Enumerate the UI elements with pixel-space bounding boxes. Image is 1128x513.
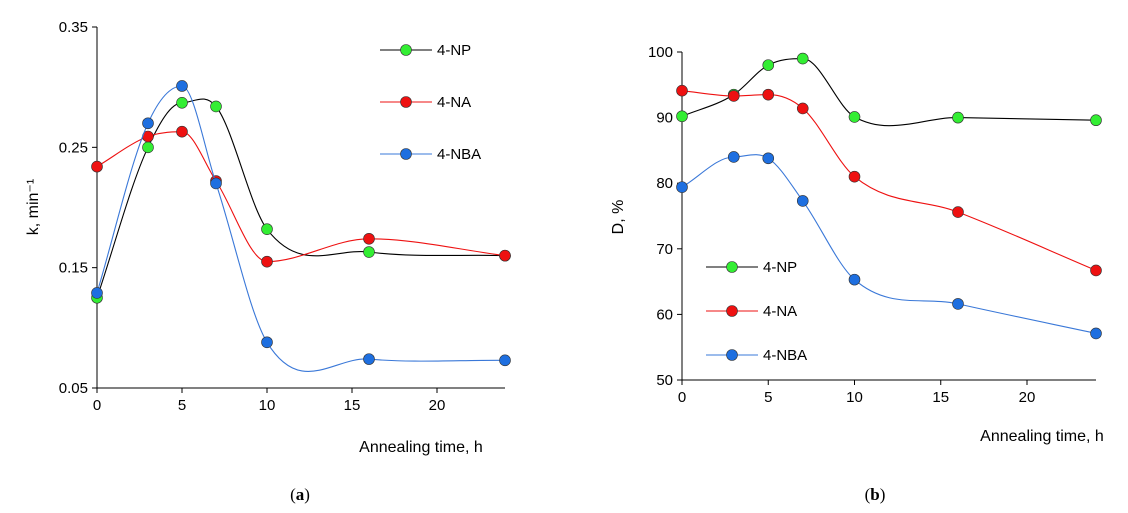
x-tick-label: 15 (932, 389, 949, 406)
data-point-4-nba (952, 298, 964, 310)
y-tick-label: 100 (648, 44, 673, 61)
legend-label-4-np: 4-NP (437, 42, 471, 59)
panel-caption: (b) (865, 485, 886, 504)
x-tick-label: 5 (178, 397, 186, 414)
x-tick-label: 0 (93, 397, 101, 414)
data-point-4-nba (727, 151, 740, 163)
data-point-4-na (676, 84, 688, 97)
data-point-4-np (1090, 114, 1102, 127)
x-tick-label: 10 (846, 389, 863, 406)
legend-label-4-nba: 4-NBA (437, 146, 481, 163)
data-point-4-na (848, 170, 861, 183)
data-point-4-nba (762, 152, 775, 165)
legend-swatch-marker (726, 305, 738, 317)
x-tick-label: 15 (344, 397, 361, 414)
caption-close: ) (880, 485, 886, 504)
data-point-4-nba (210, 177, 222, 190)
data-point-4-np (210, 100, 222, 113)
legend-label-4-nba: 4-NBA (763, 347, 807, 364)
data-point-4-np (261, 223, 273, 235)
data-point-4-np (952, 111, 964, 124)
series-line-4-na (681, 90, 1097, 271)
data-point-4-nba (796, 195, 809, 207)
data-point-4-np (676, 110, 688, 123)
data-point-4-na (762, 88, 775, 101)
y-axis-label: D, % (610, 200, 627, 235)
y-tick-label: 80 (656, 175, 673, 192)
data-point-4-na (499, 249, 511, 262)
panel-caption: (a) (290, 485, 310, 504)
data-point-4-nba (261, 336, 273, 349)
data-point-4-nba (499, 354, 511, 367)
chart-panel-a: 0.05 0.15 0.25 0.35 0 5 10 15 20 Annealing time, … (25, 19, 511, 504)
legend-swatch-marker (400, 44, 412, 56)
legend-label-4-np: 4-NP (763, 259, 797, 276)
y-tick-label: 0.05 (59, 380, 88, 397)
data-point-4-nba (1090, 327, 1102, 340)
legend-label-4-na: 4-NA (763, 303, 797, 320)
caption-close: ) (304, 485, 310, 504)
legend-label-4-na: 4-NA (437, 94, 471, 111)
data-point-4-na (91, 160, 103, 173)
legend-swatch-marker (400, 148, 412, 160)
y-tick-label: 90 (656, 110, 673, 127)
data-point-4-nba (91, 287, 103, 299)
data-point-4-nba (848, 273, 861, 286)
data-point-4-nba (142, 117, 154, 130)
legend-swatch-marker (400, 96, 412, 108)
data-point-4-na (796, 102, 809, 115)
data-point-4-np (796, 52, 809, 65)
data-point-4-np (762, 59, 775, 71)
caption-open: ( (865, 485, 871, 504)
data-point-4-na (261, 255, 273, 268)
data-point-4-np (176, 97, 188, 109)
y-tick-label: 70 (656, 241, 673, 258)
y-tick-label: 0.25 (59, 139, 88, 156)
data-point-4-nba (363, 353, 375, 365)
chart-panel-b: 50 60 70 80 90 100 0 5 10 15 20 Annealing time, h D,… (610, 44, 1104, 504)
y-tick-label: 0.15 (59, 260, 88, 277)
caption-letter: b (870, 485, 879, 504)
legend-swatch-marker (726, 349, 738, 361)
data-point-4-nba (676, 181, 688, 193)
series-line-4-np (96, 98, 506, 298)
data-point-4-np (142, 141, 154, 154)
data-point-4-nba (176, 80, 188, 92)
x-tick-label: 5 (764, 389, 772, 406)
y-tick-label: 50 (656, 372, 673, 389)
x-tick-label: 20 (429, 397, 446, 414)
x-tick-label: 0 (678, 389, 686, 406)
data-point-4-na (952, 206, 964, 218)
data-point-4-na (176, 125, 188, 138)
caption-letter: a (296, 485, 305, 504)
data-point-4-np (363, 246, 375, 258)
x-tick-label: 10 (259, 397, 276, 414)
x-tick-label: 20 (1019, 389, 1036, 406)
caption-open: ( (290, 485, 296, 504)
legend-swatch-marker (726, 261, 738, 273)
data-point-4-na (1090, 264, 1102, 277)
series-line-4-np (681, 58, 1097, 127)
y-tick-label: 0.35 (59, 19, 88, 36)
data-point-4-np (848, 111, 861, 123)
x-axis-label: Annealing time, h (359, 439, 483, 456)
data-point-4-na (727, 90, 740, 102)
data-point-4-na (363, 232, 375, 245)
y-axis-label: k, min⁻¹ (25, 179, 42, 235)
x-axis-label: Annealing time, h (980, 428, 1104, 445)
y-tick-label: 60 (656, 306, 673, 323)
series-line-4-nba (96, 85, 506, 372)
